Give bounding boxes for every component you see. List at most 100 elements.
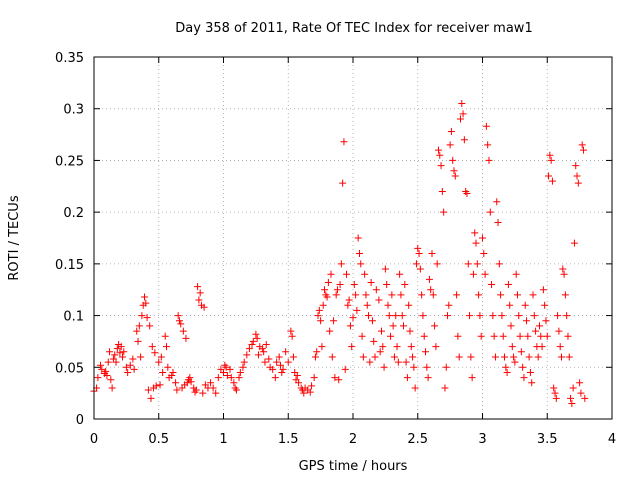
data-point [258, 345, 266, 353]
data-point [574, 179, 582, 187]
data-point [551, 389, 559, 397]
data-point [406, 327, 414, 335]
data-point [532, 327, 540, 335]
data-point [366, 358, 374, 366]
data-point [468, 374, 476, 382]
data-point [459, 110, 467, 118]
data-point [433, 260, 441, 268]
data-point [427, 286, 435, 294]
x-tick-label: 3 [478, 432, 486, 447]
data-point [331, 374, 339, 382]
data-point [525, 353, 533, 361]
data-point [273, 358, 281, 366]
data-point [486, 208, 494, 216]
data-point [510, 353, 518, 361]
data-point [133, 327, 141, 335]
data-point [318, 343, 326, 351]
data-point [507, 322, 515, 330]
data-point [179, 327, 187, 335]
data-point [480, 250, 488, 258]
data-point [108, 384, 116, 392]
data-point [227, 374, 235, 382]
x-tick-label: 2 [349, 432, 357, 447]
data-point [568, 399, 576, 407]
data-point [447, 127, 455, 135]
data-point [348, 343, 356, 351]
data-point [146, 322, 154, 330]
data-point [463, 190, 471, 198]
data-point [333, 286, 341, 294]
data-point [317, 317, 325, 325]
y-tick-label: 0.35 [55, 51, 84, 66]
data-point [388, 291, 396, 299]
data-point [177, 320, 185, 328]
data-point [573, 172, 581, 180]
y-axis-ticks: 0 0.05 0.1 0.15 0.2 0.25 0.3 0.35 [55, 51, 612, 428]
data-point [403, 374, 411, 382]
data-point [361, 270, 369, 278]
data-point [415, 250, 423, 258]
data-point [148, 343, 156, 351]
data-point [187, 378, 195, 386]
data-point [557, 353, 565, 361]
data-point [278, 368, 286, 376]
data-point [159, 368, 167, 376]
data-point [335, 376, 343, 384]
data-point [293, 372, 301, 380]
data-point [381, 265, 389, 273]
data-point [252, 330, 260, 338]
data-point [173, 386, 181, 394]
data-point [524, 332, 532, 340]
data-point [578, 141, 586, 149]
data-point [260, 348, 268, 356]
data-point [143, 314, 151, 322]
data-point [315, 306, 323, 314]
data-point [371, 353, 379, 361]
data-point [521, 301, 529, 309]
data-point [495, 260, 503, 268]
data-point [419, 312, 427, 320]
data-point [420, 332, 428, 340]
data-point [365, 312, 373, 320]
y-tick-label: 0.3 [63, 103, 84, 118]
data-point [164, 363, 172, 371]
data-point [138, 312, 146, 320]
data-point [394, 358, 402, 366]
data-point [482, 122, 490, 130]
data-point [104, 358, 112, 366]
data-point [355, 250, 363, 258]
data-point [276, 361, 284, 369]
data-point [490, 332, 498, 340]
grid-lines [94, 57, 612, 419]
data-point [103, 372, 111, 380]
data-point [485, 156, 493, 164]
data-point [550, 384, 558, 392]
data-point [376, 348, 384, 356]
data-point [471, 229, 479, 237]
data-point [516, 332, 524, 340]
data-point [484, 141, 492, 149]
data-point [248, 341, 256, 349]
data-point [354, 234, 362, 242]
data-point [407, 343, 415, 351]
data-point [440, 208, 448, 216]
data-point [565, 353, 573, 361]
data-point [287, 327, 295, 335]
data-point [390, 353, 398, 361]
data-point [353, 306, 361, 314]
data-point [442, 363, 450, 371]
data-point [151, 349, 159, 357]
data-point [580, 146, 588, 154]
data-point [559, 265, 567, 273]
data-point [489, 312, 497, 320]
data-point [401, 281, 409, 289]
data-point [467, 353, 475, 361]
data-point [422, 348, 430, 356]
data-point [534, 353, 542, 361]
x-tick-label: 3.5 [537, 432, 558, 447]
data-point [515, 312, 523, 320]
data-point [570, 239, 578, 247]
data-point [96, 361, 104, 369]
data-point [223, 372, 231, 380]
data-point [389, 322, 397, 330]
